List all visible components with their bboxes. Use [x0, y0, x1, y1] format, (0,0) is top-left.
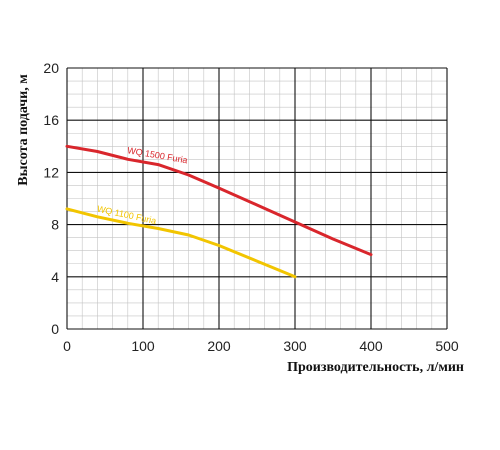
- y-tick-label: 4: [51, 269, 59, 285]
- x-tick-label: 500: [435, 338, 459, 354]
- y-tick-label: 8: [51, 217, 59, 233]
- y-tick-label: 16: [43, 112, 59, 128]
- y-axis-title: Высота подачи, м: [16, 74, 31, 186]
- y-tick-label: 0: [51, 321, 59, 337]
- x-tick-label: 400: [359, 338, 383, 354]
- x-tick-labels: 0 100 200 300 400 500: [63, 338, 459, 354]
- series-line: [65, 144, 373, 257]
- y-tick-label: 12: [43, 164, 59, 180]
- series-lines: [65, 144, 373, 279]
- x-axis-title: Производительность, л/мин: [287, 360, 464, 375]
- x-tick-label: 0: [63, 338, 71, 354]
- major-grid: [66, 67, 448, 330]
- x-tick-label: 200: [207, 338, 231, 354]
- series-label: WQ 1500 Furia: [126, 145, 188, 165]
- x-tick-label: 100: [131, 338, 155, 354]
- minor-grid: [66, 67, 448, 330]
- series-line: [65, 207, 297, 279]
- x-tick-label: 300: [283, 338, 307, 354]
- y-tick-label: 20: [43, 60, 59, 76]
- y-tick-labels: 0 4 8 12 16 20: [43, 60, 59, 337]
